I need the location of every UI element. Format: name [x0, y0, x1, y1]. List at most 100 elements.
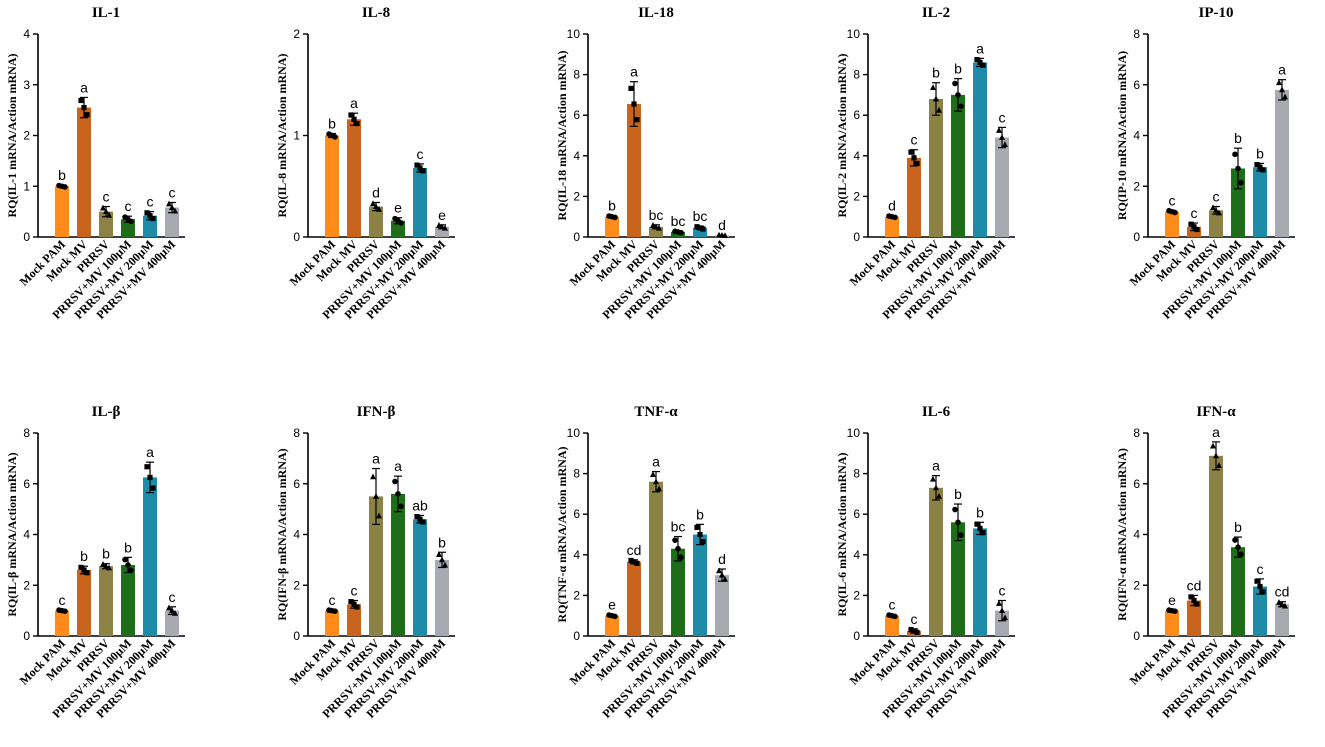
data-point: [1194, 226, 1200, 233]
bar: [1253, 167, 1267, 237]
y-tick-label: 6: [573, 507, 580, 521]
data-point: [78, 564, 84, 570]
y-axis-label: RQ(IL-6 mRNA/Action mRNA): [835, 453, 849, 617]
significance-letter: a: [394, 458, 402, 474]
bar: [143, 477, 157, 636]
y-tick-label: 0: [23, 629, 30, 643]
data-point: [1213, 206, 1219, 213]
y-tick-label: 4: [573, 149, 580, 163]
data-point: [612, 613, 618, 620]
data-point: [103, 208, 109, 215]
data-point: [442, 561, 448, 568]
data-point: [1238, 551, 1244, 558]
y-tick-label: 2: [293, 578, 300, 592]
data-point: [1279, 600, 1285, 607]
y-axis-label: RQ(IL-2 mRNA/Action mRNA): [835, 54, 849, 218]
bar: [649, 226, 663, 237]
data-point: [892, 214, 898, 221]
y-tick-label: 8: [573, 68, 580, 82]
data-point: [439, 556, 445, 563]
data-point: [436, 551, 442, 557]
significance-letter: e: [1168, 592, 1176, 608]
data-point: [128, 567, 134, 574]
y-axis-label: RQ(IL-1 mRNA/Action mRNA): [5, 54, 19, 218]
bar: [693, 227, 707, 237]
significance-letter: b: [438, 534, 446, 550]
data-point: [78, 97, 84, 104]
data-point: [332, 134, 338, 140]
data-point: [1216, 209, 1222, 216]
y-axis-label: RQ(IFN-β mRNA/Action mRNA): [275, 448, 289, 620]
y-tick-label: 1: [293, 129, 300, 143]
bar: [1187, 226, 1201, 237]
data-point: [420, 168, 426, 174]
data-point: [697, 225, 703, 231]
bar: [995, 137, 1009, 237]
chart-title: IP-10: [1199, 5, 1234, 21]
bar: [77, 570, 91, 636]
y-tick-label: 2: [853, 189, 860, 203]
data-point: [150, 215, 156, 222]
data-point: [106, 211, 112, 218]
significance-letter: b: [976, 504, 984, 520]
y-tick-label: 2: [23, 129, 30, 143]
data-point: [84, 112, 90, 118]
data-point: [417, 516, 423, 522]
data-point: [672, 537, 678, 543]
chart-panel-ifn-: IFN-αRQ(IFN-α mRNA/Action mRNA)02468eMoc…: [1115, 404, 1295, 721]
significance-letter: bc: [671, 213, 686, 229]
data-point: [1282, 602, 1288, 609]
data-point: [974, 521, 980, 527]
y-tick-label: 2: [573, 189, 580, 203]
y-axis-label: RQ(IL-8 mRNA/Action mRNA): [275, 54, 289, 218]
significance-letter: c: [125, 198, 132, 214]
data-point: [955, 92, 961, 98]
data-point: [1279, 86, 1285, 93]
bar: [1165, 610, 1179, 636]
bar: [885, 216, 899, 237]
significance-letter: bc: [671, 519, 686, 535]
data-point: [1002, 614, 1008, 621]
chart-title: IL-18: [638, 5, 674, 21]
significance-letter: c: [1213, 189, 1220, 205]
significance-letter: a: [146, 444, 154, 460]
data-point: [172, 207, 178, 214]
significance-letter: c: [351, 582, 358, 598]
significance-letter: c: [911, 611, 918, 627]
data-point: [81, 104, 87, 111]
data-point: [354, 604, 360, 610]
chart-title: IL-8: [362, 5, 390, 21]
chart-panel-il-1: IL-1RQ(IL-1 mRNA/Action mRNA)01234bMock …: [5, 5, 185, 322]
data-point: [172, 609, 178, 616]
data-point: [700, 226, 706, 232]
y-tick-label: 4: [573, 548, 580, 562]
data-point: [1188, 594, 1194, 600]
significance-letter: b: [328, 115, 336, 131]
data-point: [933, 484, 939, 491]
y-tick-label: 10: [847, 27, 861, 41]
data-point: [999, 134, 1005, 140]
data-point: [398, 220, 404, 226]
significance-letter: b: [80, 548, 88, 564]
y-tick-label: 10: [567, 27, 581, 41]
y-tick-label: 0: [573, 230, 580, 244]
data-point: [1254, 578, 1260, 584]
data-point: [980, 530, 986, 536]
y-tick-label: 8: [1133, 27, 1140, 41]
bar: [715, 575, 729, 636]
significance-letter: c: [169, 184, 176, 200]
data-point: [1235, 544, 1241, 550]
data-point: [678, 229, 684, 236]
data-point: [1172, 608, 1178, 614]
significance-letter: e: [608, 597, 616, 613]
significance-letter: a: [932, 458, 940, 474]
data-point: [106, 564, 112, 571]
bar: [347, 119, 361, 237]
significance-letter: c: [59, 592, 66, 608]
y-tick-label: 0: [1133, 629, 1140, 643]
data-point: [348, 112, 354, 118]
y-tick-label: 8: [853, 467, 860, 481]
